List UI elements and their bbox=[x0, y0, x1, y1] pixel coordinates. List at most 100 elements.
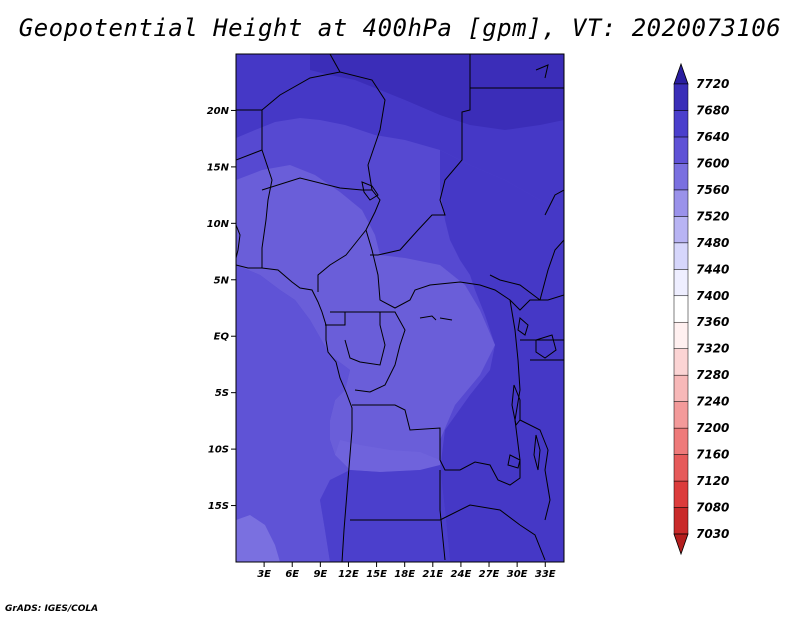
river-congo-a bbox=[419, 315, 437, 321]
colorbar-label: 7520 bbox=[696, 209, 729, 223]
colorbar-arrow-top bbox=[673, 62, 689, 85]
latitude-axis: 20N 15N 10N 5N EQ 5S 10S 15S bbox=[207, 106, 236, 512]
lake-chad bbox=[361, 181, 379, 201]
lat-tick-label: EQ bbox=[214, 332, 230, 343]
colorbar-label: 7030 bbox=[696, 527, 729, 541]
colorbar-segment bbox=[673, 295, 689, 323]
border-malawi bbox=[519, 419, 551, 521]
lake-malawi bbox=[533, 434, 541, 471]
colorbar-segment bbox=[673, 507, 689, 535]
height-field bbox=[236, 54, 564, 562]
colorbar-segment bbox=[673, 454, 689, 482]
lat-tick-label: 20N bbox=[207, 106, 230, 117]
plot-frame bbox=[235, 53, 565, 563]
colorbar-label: 7280 bbox=[696, 368, 729, 382]
colorbar-label: 7360 bbox=[696, 315, 729, 329]
lon-tick-label: 9E bbox=[313, 569, 327, 580]
longitude-axis: 3E 6E 9E 12E 15E 18E 21E 24E 27E 30E 33E bbox=[257, 562, 556, 580]
field-band-south bbox=[320, 465, 450, 562]
field-band-corner bbox=[236, 515, 280, 562]
border-ethiopia bbox=[544, 189, 564, 216]
colorbar-label: 7120 bbox=[696, 474, 729, 488]
colorbar-segment bbox=[673, 110, 689, 138]
colorbar-segment bbox=[673, 163, 689, 191]
border-north-central bbox=[261, 71, 386, 191]
field-band-east bbox=[440, 150, 564, 562]
lake-albert bbox=[517, 317, 529, 336]
lon-tick-label: 12E bbox=[338, 569, 359, 580]
colorbar-segment bbox=[673, 321, 689, 349]
colorbar-arrow-bottom bbox=[673, 533, 689, 556]
border-benin bbox=[261, 149, 273, 268]
colorbar-label: 7560 bbox=[696, 183, 729, 197]
lake-mweru bbox=[507, 454, 521, 469]
colorbar-segment bbox=[673, 374, 689, 402]
colorbar-label: 7440 bbox=[696, 262, 729, 276]
border-northwest-a bbox=[236, 109, 263, 161]
border-drc-east bbox=[509, 299, 521, 461]
border-car-drc bbox=[365, 229, 564, 311]
field-band-southwest bbox=[236, 265, 350, 562]
colorbar-label: 7320 bbox=[696, 342, 729, 356]
lat-tick-label: 10N bbox=[207, 219, 230, 230]
colorbar-label: 7600 bbox=[696, 156, 729, 170]
colorbar-label: 7480 bbox=[696, 236, 729, 250]
country-borders bbox=[236, 54, 564, 562]
border-zimbabwe-mozambique bbox=[519, 524, 546, 561]
colorbar-label: 7200 bbox=[696, 421, 729, 435]
border-zambia-zimbabwe bbox=[439, 504, 521, 526]
border-sudan-chad bbox=[370, 54, 471, 256]
lat-tick-label: 5S bbox=[215, 388, 229, 399]
border-south-sudan-drc bbox=[489, 274, 541, 301]
colorbar-segment bbox=[673, 83, 689, 111]
lon-tick-label: 33E bbox=[535, 569, 556, 580]
border-angola-zambia bbox=[439, 470, 446, 561]
lake-victoria bbox=[535, 334, 557, 359]
colorbar-label: 7400 bbox=[696, 289, 729, 303]
lon-tick-label: 15E bbox=[366, 569, 387, 580]
border-angola-drc bbox=[352, 404, 521, 486]
field-band-central bbox=[236, 165, 495, 472]
lon-tick-label: 30E bbox=[507, 569, 528, 580]
footer-credit: GrADS: IGES/COLA bbox=[5, 604, 99, 614]
colorbar-segment bbox=[673, 189, 689, 217]
river-congo-b bbox=[439, 317, 453, 321]
lon-tick-label: 21E bbox=[422, 569, 443, 580]
colorbar-label: 7720 bbox=[696, 77, 729, 91]
colorbar-segment bbox=[673, 427, 689, 455]
colorbar-segment bbox=[673, 348, 689, 376]
colorbar-segment bbox=[673, 216, 689, 244]
lake-tanganyika bbox=[511, 384, 521, 427]
lon-tick-label: 6E bbox=[285, 569, 299, 580]
lat-tick-label: 15N bbox=[207, 162, 230, 173]
field-core-south bbox=[335, 440, 440, 472]
lat-tick-label: 10S bbox=[208, 445, 229, 456]
colorbar-label: 7680 bbox=[696, 103, 729, 117]
colorbar-label: 7160 bbox=[696, 448, 729, 462]
border-congo-drc bbox=[354, 311, 406, 393]
border-north-stub bbox=[329, 54, 341, 73]
lon-tick-label: 24E bbox=[451, 569, 472, 580]
coastline-northwest bbox=[236, 224, 241, 259]
lat-tick-label: 15S bbox=[208, 501, 229, 512]
border-nigeria bbox=[261, 177, 381, 292]
border-eq-guinea bbox=[325, 311, 346, 326]
field-band-far-north bbox=[310, 54, 564, 130]
lon-tick-label: 27E bbox=[479, 569, 500, 580]
colorbar-label: 7640 bbox=[696, 130, 729, 144]
colorbar-label: 7080 bbox=[696, 501, 729, 515]
colorbar-segment bbox=[673, 242, 689, 270]
lon-tick-label: 3E bbox=[257, 569, 271, 580]
colorbar-segment bbox=[673, 480, 689, 508]
border-gabon-congo bbox=[344, 311, 386, 366]
colorbar: 7030 7080 7120 7160 7200 7240 7280 7320 7360 7400… bbox=[673, 62, 729, 556]
border-south-sudan bbox=[539, 239, 564, 301]
colorbar-segment bbox=[673, 269, 689, 297]
coastline-red-sea bbox=[535, 64, 549, 79]
lon-tick-label: 18E bbox=[394, 569, 415, 580]
colorbar-segment bbox=[673, 136, 689, 164]
coastline-west bbox=[236, 264, 353, 562]
lat-tick-label: 5N bbox=[214, 275, 230, 286]
colorbar-label: 7240 bbox=[696, 395, 729, 409]
